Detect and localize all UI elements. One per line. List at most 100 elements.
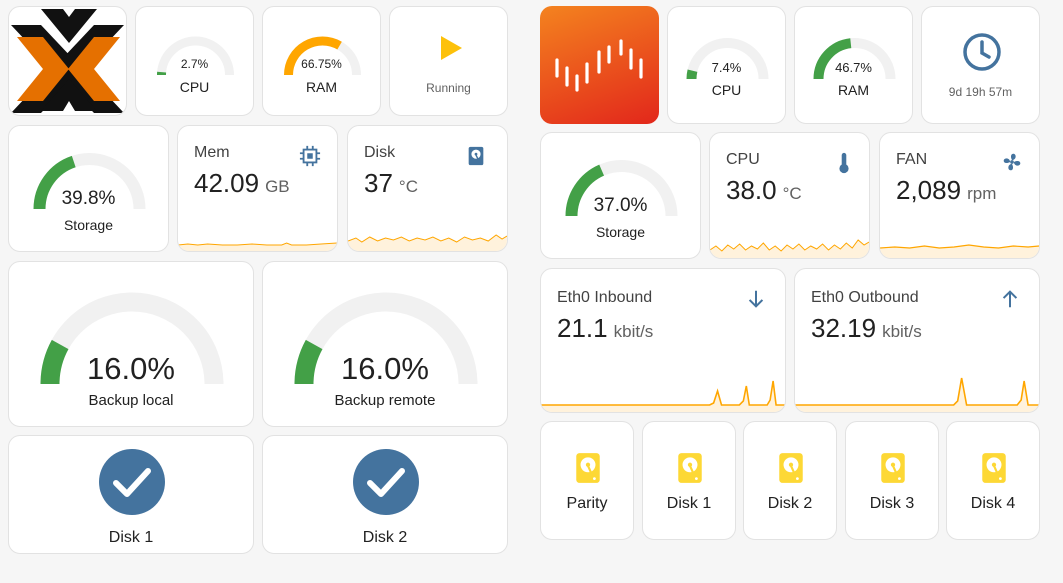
drive-card[interactable]: Disk 3: [845, 421, 939, 540]
eth0-outbound-sparkline: [795, 377, 1039, 412]
gauge-fill: [284, 36, 342, 76]
left-disk1-label: Disk 1: [108, 529, 154, 546]
proxmox-logo-card[interactable]: [8, 6, 127, 116]
cpu-temp-unit: °C: [782, 184, 802, 203]
left-storage-value: 39.8%: [61, 188, 116, 209]
chip-icon: [299, 145, 321, 167]
right-ram-gauge-card[interactable]: 46.7% RAM: [794, 6, 913, 124]
harddisk-icon: [468, 146, 484, 166]
backup-remote-label: Backup remote: [334, 392, 436, 409]
arrow-down-icon: [748, 290, 764, 308]
gauge-fill: [686, 69, 698, 80]
left-disk2-status-card[interactable]: Disk 2: [262, 435, 508, 554]
drive-card[interactable]: Disk 2: [743, 421, 837, 540]
eth0-inbound-value-row: 21.1 kbit/s: [557, 313, 653, 344]
right-cpu-value: 7.4%: [711, 60, 742, 75]
mem-unit: GB: [265, 177, 290, 196]
check-circle-icon: [99, 449, 165, 515]
drive-card[interactable]: Disk 1: [642, 421, 736, 540]
left-ram-gauge-card[interactable]: 66.75% RAM: [262, 6, 381, 116]
eth0-outbound-card[interactable]: Eth0 Outbound 32.19 kbit/s: [794, 268, 1040, 413]
fan-value: 2,089: [896, 175, 962, 205]
vm-status-card[interactable]: Running: [389, 6, 508, 116]
mem-sensor-card[interactable]: Mem 42.09 GB: [177, 125, 338, 252]
right-storage-gauge: [565, 160, 678, 217]
disk-temp-value: 37: [364, 168, 393, 198]
fan-sparkline: [880, 244, 1039, 258]
right-cpu-gauge-card[interactable]: 7.4% CPU: [667, 6, 786, 124]
right-storage-label: Storage: [595, 224, 646, 240]
fan-value-row: 2,089 rpm: [896, 175, 996, 206]
right-ram-gauge: [813, 38, 896, 80]
harddisk-icon: [677, 452, 703, 484]
drive-label: Disk 2: [767, 495, 813, 512]
play-icon: [441, 36, 462, 60]
backup-local-gauge: [40, 292, 224, 385]
vm-status-label: Running: [426, 81, 471, 95]
left-storage-gauge-card[interactable]: 39.8% Storage: [8, 125, 169, 252]
unraid-logo: [555, 39, 643, 92]
right-ram-label: RAM: [837, 82, 870, 98]
harddisk-icon: [778, 452, 804, 484]
uptime-card[interactable]: 9d 19h 57m: [921, 6, 1040, 124]
fan-sensor-card[interactable]: FAN 2,089 rpm: [879, 132, 1040, 259]
fan-title: FAN: [896, 151, 928, 168]
drive-card[interactable]: Disk 4: [946, 421, 1040, 540]
left-cpu-gauge: [156, 36, 234, 76]
mem-sparkline: [178, 242, 337, 251]
cpu-temp-title: CPU: [726, 151, 760, 168]
gauge-fill: [294, 339, 323, 385]
unraid-logo-card[interactable]: [540, 6, 659, 124]
harddisk-icon: [575, 452, 601, 484]
mem-value: 42.09: [194, 168, 260, 198]
backup-remote-gauge-card[interactable]: 16.0% Backup remote: [262, 261, 508, 427]
harddisk-icon: [981, 452, 1007, 484]
gauge-fill: [565, 164, 605, 217]
cpu-temp-sensor-card[interactable]: CPU 38.0 °C: [709, 132, 870, 259]
backup-local-gauge-card[interactable]: 16.0% Backup local: [8, 261, 254, 427]
eth0-outbound-title: Eth0 Outbound: [811, 289, 919, 306]
left-cpu-label: CPU: [179, 79, 210, 95]
backup-local-value: 16.0%: [87, 351, 175, 386]
harddisk-icon: [880, 452, 906, 484]
cpu-temp-value: 38.0: [726, 175, 777, 205]
gauge-fill: [40, 339, 69, 385]
mem-title: Mem: [194, 144, 230, 161]
uptime-value: 9d 19h 57m: [948, 85, 1013, 99]
eth0-inbound-unit: kbit/s: [613, 322, 654, 341]
drive-label: Parity: [566, 495, 608, 512]
backup-remote-gauge: [294, 292, 478, 385]
disk-temp-sensor-card[interactable]: Disk 37 °C: [347, 125, 508, 252]
left-cpu-gauge-card[interactable]: 2.7% CPU: [135, 6, 254, 116]
drive-card[interactable]: Parity: [540, 421, 634, 540]
eth0-inbound-card[interactable]: Eth0 Inbound 21.1 kbit/s: [540, 268, 786, 413]
disk-temp-title: Disk: [364, 144, 396, 161]
left-ram-label: RAM: [305, 79, 338, 95]
disk-temp-unit: °C: [398, 177, 418, 196]
drive-label: Disk 4: [970, 495, 1016, 512]
left-ram-gauge: [284, 36, 361, 76]
cpu-temp-value-row: 38.0 °C: [726, 175, 802, 206]
cpu-temp-sparkline: [710, 239, 869, 258]
eth0-inbound-title: Eth0 Inbound: [557, 289, 653, 306]
gauge-track: [686, 38, 769, 80]
eth0-inbound-sparkline: [541, 380, 785, 412]
disk-temp-value-row: 37 °C: [364, 168, 418, 199]
eth0-outbound-unit: kbit/s: [882, 322, 922, 341]
left-disk1-status-card[interactable]: Disk 1: [8, 435, 254, 554]
right-storage-value: 37.0%: [593, 195, 648, 216]
left-storage-label: Storage: [63, 217, 114, 233]
fan-unit: rpm: [967, 184, 997, 203]
eth0-inbound-value: 21.1: [557, 313, 608, 343]
check-circle-icon: [353, 449, 419, 515]
right-storage-gauge-card[interactable]: 37.0% Storage: [540, 132, 701, 259]
gauge-fill: [33, 155, 76, 210]
disk-temp-sparkline: [348, 234, 507, 251]
left-ram-value: 66.75%: [301, 57, 342, 71]
gauge-track: [157, 36, 234, 76]
backup-remote-value: 16.0%: [341, 351, 429, 386]
gauge-fill: [813, 38, 852, 80]
clock-icon: [963, 33, 1001, 71]
eth0-outbound-value: 32.19: [811, 313, 877, 343]
left-disk2-label: Disk 2: [362, 529, 408, 546]
